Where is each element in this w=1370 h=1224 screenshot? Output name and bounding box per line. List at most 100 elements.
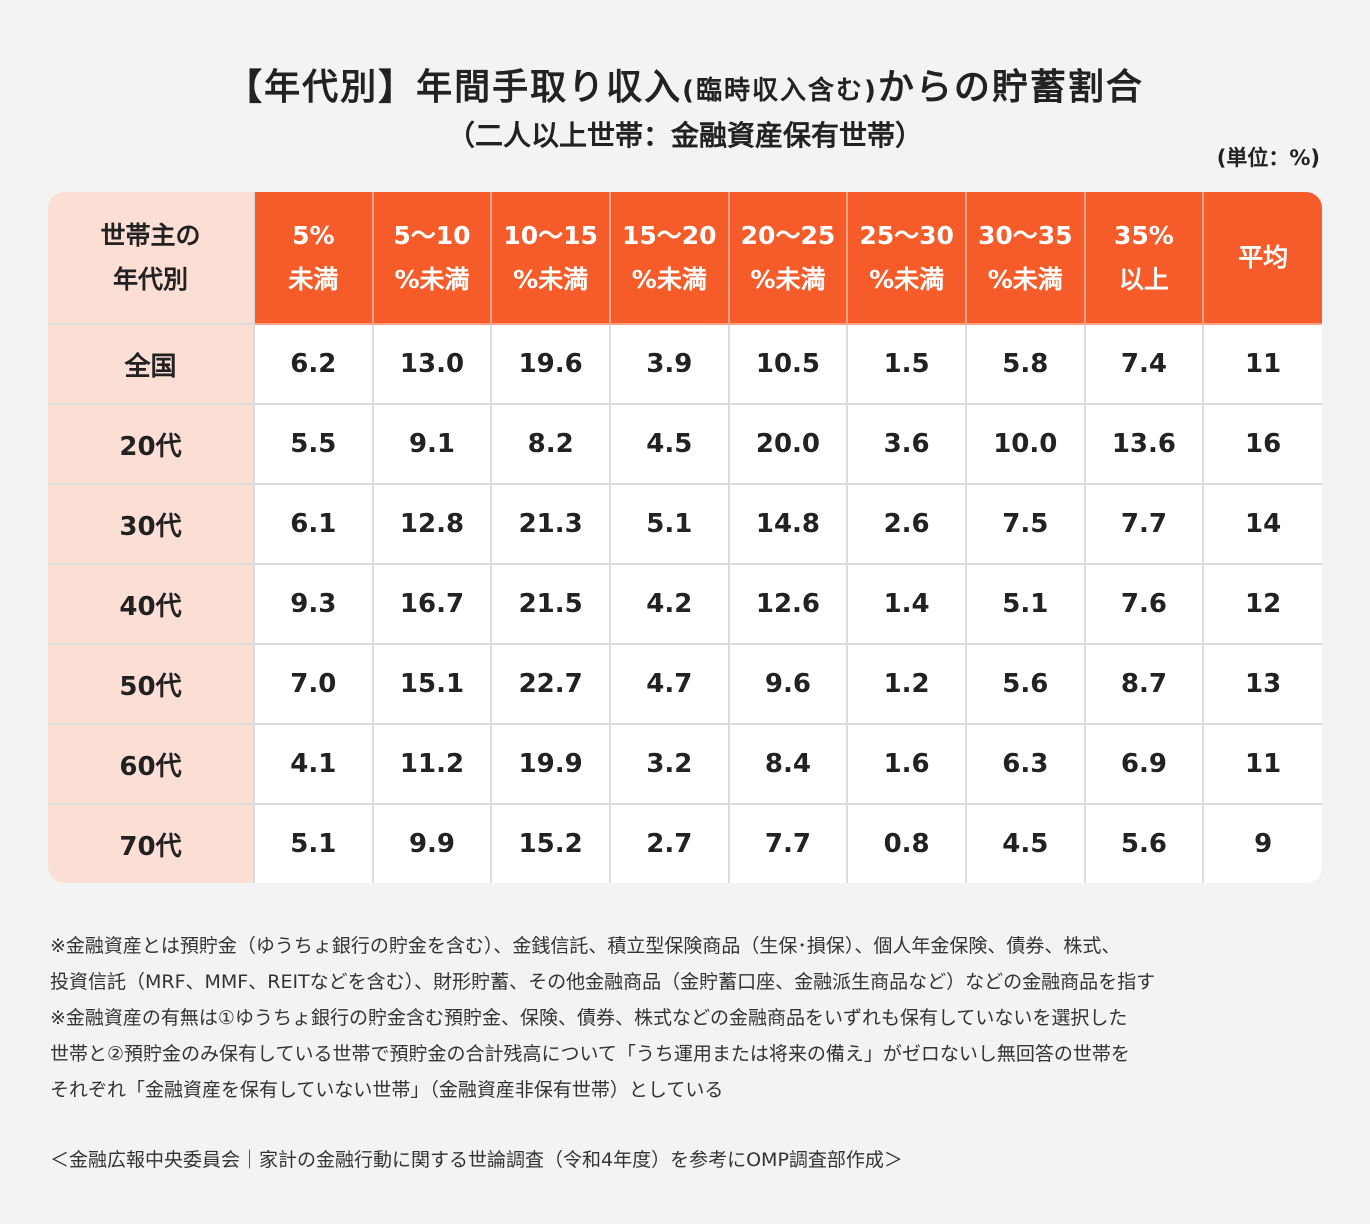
table-cell: 16.7 <box>371 563 493 645</box>
table-cell: 12 <box>1202 563 1322 645</box>
table-cell: 7.6 <box>1083 563 1205 645</box>
table-cell: 5.6 <box>1083 803 1205 883</box>
table-cell: 7.7 <box>727 803 849 883</box>
table-cell: 1.2 <box>846 643 967 725</box>
table-cell: 0.8 <box>846 803 967 883</box>
table-cell: 15.1 <box>371 643 493 725</box>
table-row: 全国 6.2 13.0 19.6 3.9 10.5 1.5 5.8 7.4 11 <box>48 323 1322 405</box>
table-cell: 21.3 <box>490 483 611 565</box>
table-cell: 21.5 <box>490 563 611 645</box>
table-cell: 5.6 <box>964 643 1086 725</box>
table-cell: 5.8 <box>964 323 1086 405</box>
table-cell: 7.5 <box>964 483 1086 565</box>
table-cell: 3.6 <box>846 403 967 485</box>
table-cell: 20.0 <box>727 403 849 485</box>
table-cell: 3.9 <box>608 323 730 405</box>
row-header-title: 世帯主の 年代別 <box>48 192 255 325</box>
row-label: 40代 <box>48 563 255 645</box>
table-cell: 19.9 <box>490 723 611 805</box>
footnotes: ※金融資産とは預貯金（ゆうちょ銀行の貯金を含む）、金銭信託、積立型保険商品（生保… <box>50 928 1155 1108</box>
table-cell: 4.5 <box>964 803 1086 883</box>
column-header: 10〜15 %未満 <box>490 192 611 325</box>
table-cell: 7.4 <box>1083 323 1205 405</box>
table-cell: 9.9 <box>371 803 493 883</box>
footnote-line: 世帯と②預貯金のみ保有している世帯で預貯金の合計残高について「うち運用または将来… <box>50 1043 1130 1065</box>
title-main: 【年代別】年間手取り収入 <box>226 67 683 108</box>
row-label: 60代 <box>48 723 255 805</box>
table-cell: 11 <box>1202 323 1322 405</box>
footnote-line: 投資信託（MRF、MMF、REITなどを含む）、財形貯蓄、その他金融商品（金貯蓄… <box>50 971 1156 993</box>
table-cell: 10.0 <box>964 403 1086 485</box>
column-header: 15〜20 %未満 <box>608 192 730 325</box>
page-title: 【年代別】年間手取り収入(臨時収入含む)からの貯蓄割合 <box>0 58 1370 110</box>
table-cell: 22.7 <box>490 643 611 725</box>
table-cell: 1.6 <box>846 723 967 805</box>
savings-ratio-table: 世帯主の 年代別 5% 未満 5〜10 %未満 10〜15 %未満 15〜20 %未満 2… <box>48 192 1322 883</box>
page-subtitle: （二人以上世帯：金融資産保有世帯） <box>446 119 923 152</box>
table-cell: 5.1 <box>608 483 730 565</box>
table-cell: 9.3 <box>253 563 374 645</box>
table-cell: 6.2 <box>253 323 374 405</box>
table-cell: 19.6 <box>490 323 611 405</box>
row-label: 50代 <box>48 643 255 725</box>
unit-label: (単位：%) <box>1216 146 1320 170</box>
table-cell: 4.1 <box>253 723 374 805</box>
table-row: 50代 7.0 15.1 22.7 4.7 9.6 1.2 5.6 8.7 13 <box>48 643 1322 725</box>
table-cell: 4.5 <box>608 403 730 485</box>
footnote-line: それぞれ「金融資産を保有していない世帯」（金融資産非保有世帯）としている <box>50 1079 724 1101</box>
table-cell: 1.5 <box>846 323 967 405</box>
table-cell: 6.1 <box>253 483 374 565</box>
table-cell: 10.5 <box>727 323 849 405</box>
table-cell: 13.0 <box>371 323 493 405</box>
table-cell: 4.7 <box>608 643 730 725</box>
row-label: 全国 <box>48 323 255 405</box>
title-parenthetical: (臨時収入含む) <box>682 76 878 106</box>
table-cell: 7.0 <box>253 643 374 725</box>
table-cell: 8.2 <box>490 403 611 485</box>
table-cell: 16 <box>1202 403 1322 485</box>
row-label: 30代 <box>48 483 255 565</box>
column-header: 5% 未満 <box>253 192 374 325</box>
column-header: 30〜35 %未満 <box>964 192 1086 325</box>
table-cell: 12.6 <box>727 563 849 645</box>
table-row: 70代 5.1 9.9 15.2 2.7 7.7 0.8 4.5 5.6 9 <box>48 803 1322 883</box>
table-cell: 8.7 <box>1083 643 1205 725</box>
table-cell: 11 <box>1202 723 1322 805</box>
column-header: 5〜10 %未満 <box>371 192 493 325</box>
table-cell: 3.2 <box>608 723 730 805</box>
table-cell: 2.6 <box>846 483 967 565</box>
footnote-line: ※金融資産とは預貯金（ゆうちょ銀行の貯金を含む）、金銭信託、積立型保険商品（生保… <box>50 935 1121 957</box>
footnote-line: ※金融資産の有無は①ゆうちょ銀行の貯金含む預貯金、保険、債券、株式などの金融商品… <box>50 1007 1128 1029</box>
row-label: 70代 <box>48 803 255 883</box>
table-cell: 7.7 <box>1083 483 1205 565</box>
table-cell: 13.6 <box>1083 403 1205 485</box>
table-cell: 15.2 <box>490 803 611 883</box>
table-cell: 11.2 <box>371 723 493 805</box>
table-row: 20代 5.5 9.1 8.2 4.5 20.0 3.6 10.0 13.6 16 <box>48 403 1322 485</box>
column-header: 20〜25 %未満 <box>727 192 849 325</box>
source-note: ＜金融広報中央委員会｜家計の金融行動に関する世論調査（令和4年度）を参考にOMP… <box>50 1149 903 1171</box>
column-header: 平均 <box>1202 192 1322 325</box>
column-header: 35% 以上 <box>1083 192 1205 325</box>
table-cell: 9 <box>1202 803 1322 883</box>
table-cell: 6.3 <box>964 723 1086 805</box>
table-cell: 5.1 <box>253 803 374 883</box>
table-cell: 6.9 <box>1083 723 1205 805</box>
table-cell: 5.1 <box>964 563 1086 645</box>
header-row: 世帯主の 年代別 5% 未満 5〜10 %未満 10〜15 %未満 15〜20 %未満 2… <box>48 192 1322 325</box>
table-row: 30代 6.1 12.8 21.3 5.1 14.8 2.6 7.5 7.7 14 <box>48 483 1322 565</box>
table-cell: 4.2 <box>608 563 730 645</box>
table-cell: 14 <box>1202 483 1322 565</box>
table-cell: 8.4 <box>727 723 849 805</box>
table-cell: 2.7 <box>608 803 730 883</box>
table-cell: 1.4 <box>846 563 967 645</box>
table-cell: 12.8 <box>371 483 493 565</box>
table-row: 60代 4.1 11.2 19.9 3.2 8.4 1.6 6.3 6.9 11 <box>48 723 1322 805</box>
table-row: 40代 9.3 16.7 21.5 4.2 12.6 1.4 5.1 7.6 12 <box>48 563 1322 645</box>
table-cell: 13 <box>1202 643 1322 725</box>
table-cell: 9.6 <box>727 643 849 725</box>
title-end: からの貯蓄割合 <box>877 67 1144 108</box>
column-header: 25〜30 %未満 <box>846 192 967 325</box>
table-cell: 9.1 <box>371 403 493 485</box>
table-cell: 14.8 <box>727 483 849 565</box>
